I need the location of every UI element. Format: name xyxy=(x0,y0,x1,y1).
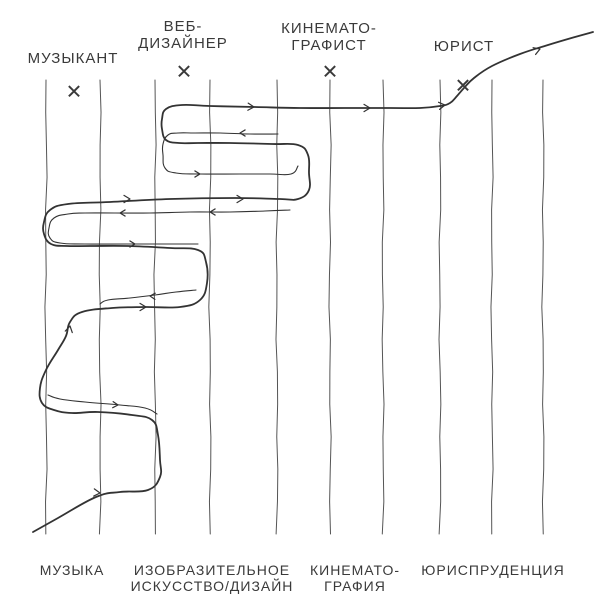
lane-line xyxy=(276,80,278,534)
x-mark-icon: ✕ xyxy=(176,60,193,85)
secondary-path xyxy=(48,395,157,414)
top-label: МУЗЫКАНТ xyxy=(28,50,119,67)
x-mark-icon: ✕ xyxy=(322,60,339,85)
lane-line xyxy=(542,80,544,534)
lane-line xyxy=(209,80,211,534)
secondary-path xyxy=(48,210,290,244)
lane-line xyxy=(439,80,441,534)
lane-line xyxy=(329,80,331,534)
bottom-label: ИЗОБРАЗИТЕЛЬНОЕ ИСКУССТВО/ДИЗАЙН xyxy=(131,562,294,594)
secondary-path xyxy=(100,290,196,304)
lane-line xyxy=(382,80,384,534)
bottom-label: КИНЕМАТО- ГРАФИЯ xyxy=(310,562,400,594)
bottom-label: МУЗЫКА xyxy=(40,562,105,578)
top-label: ВЕБ- ДИЗАЙНЕР xyxy=(138,18,228,53)
career-path xyxy=(33,32,593,532)
bottom-label: ЮРИСПРУДЕНЦИЯ xyxy=(421,562,564,578)
top-label: ЮРИСТ xyxy=(434,38,494,55)
x-mark-icon: ✕ xyxy=(455,74,472,99)
lane-line xyxy=(99,80,101,534)
lane-line xyxy=(491,80,493,534)
x-mark-icon: ✕ xyxy=(66,80,83,105)
lane-line xyxy=(45,80,47,534)
top-label: КИНЕМАТО- ГРАФИСТ xyxy=(281,20,377,55)
